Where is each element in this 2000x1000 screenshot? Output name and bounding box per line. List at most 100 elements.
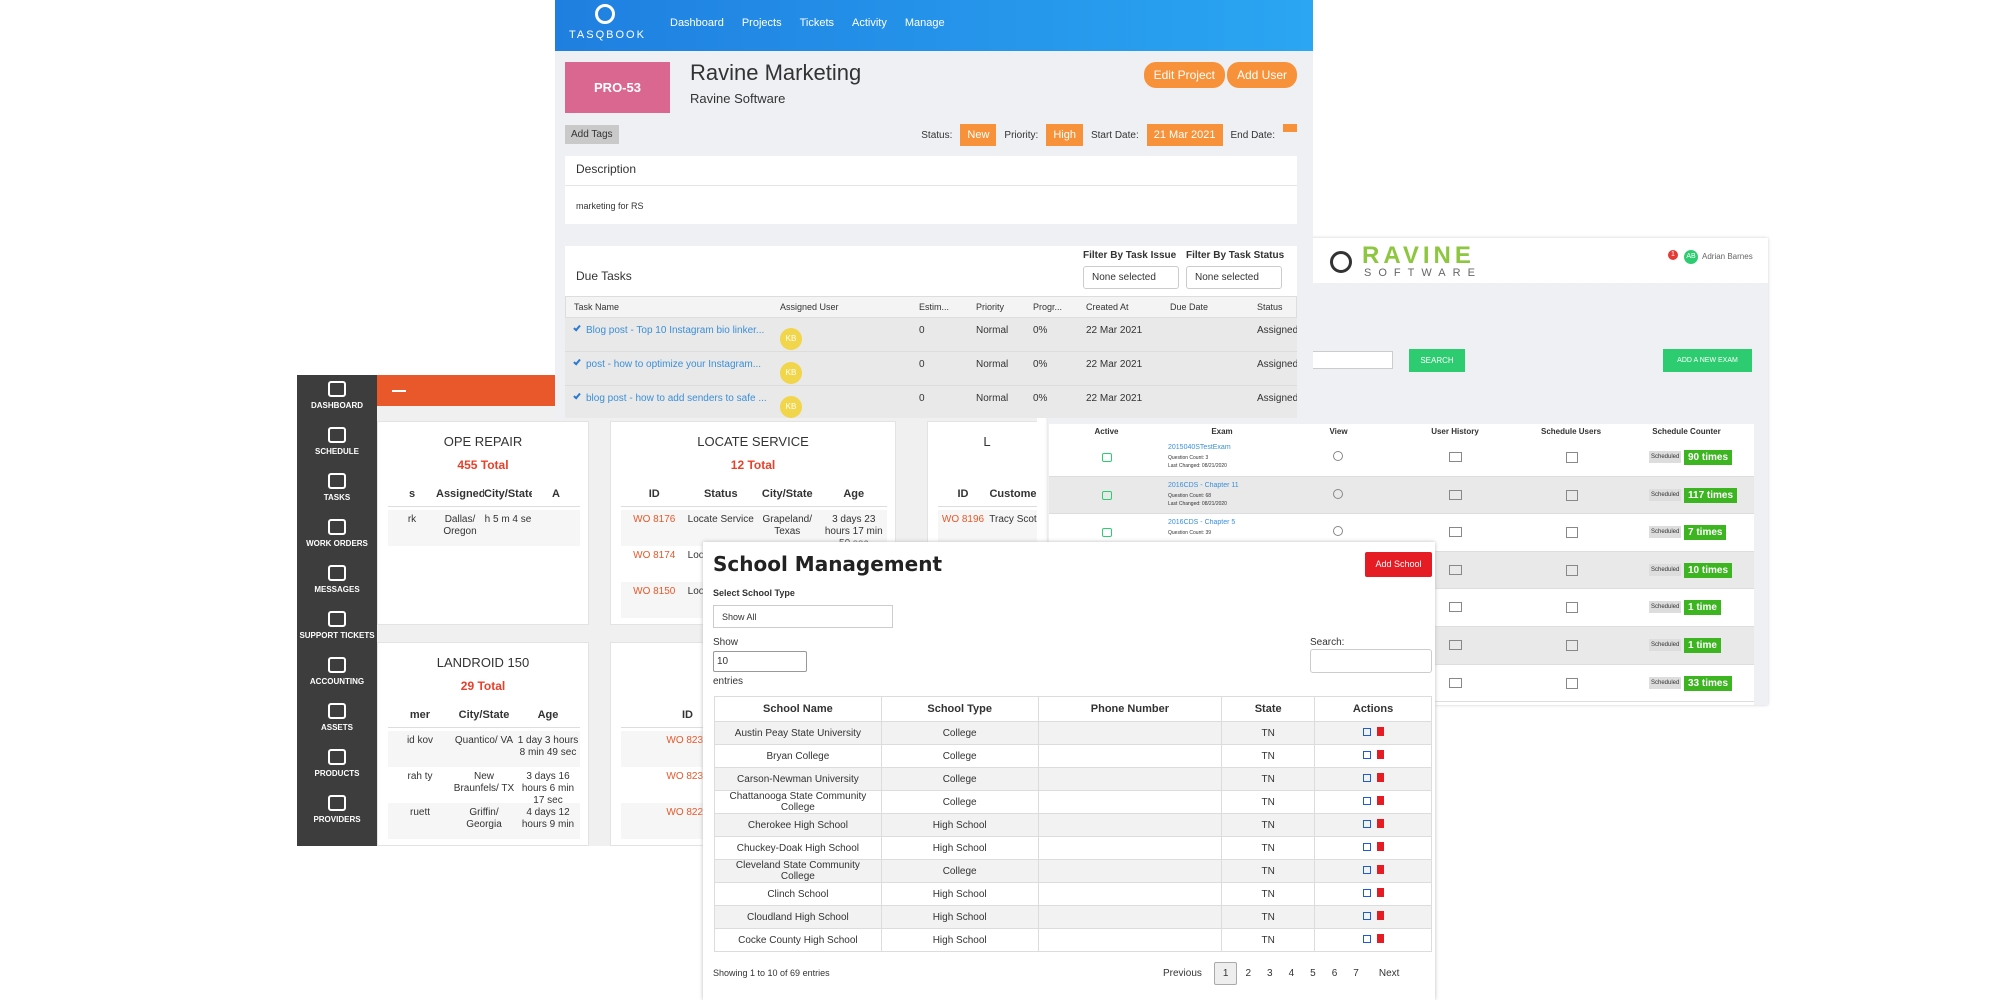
menu-item[interactable]: PROVIDERS <box>313 815 361 824</box>
delete-icon[interactable] <box>1376 842 1384 851</box>
delete-icon[interactable] <box>1376 796 1384 805</box>
title: School Management <box>713 552 943 576</box>
nav-item[interactable]: Dashboard <box>670 17 724 29</box>
edit-icon[interactable] <box>1362 889 1371 897</box>
calendar-icon <box>1566 527 1578 539</box>
cell: Normal <box>976 325 1009 336</box>
row: Austin Peay State University College TN <box>714 721 1432 745</box>
menu-item[interactable]: MESSAGES <box>314 585 360 594</box>
history-icon <box>1449 527 1462 538</box>
header-line <box>388 506 580 507</box>
scheduled-label: Scheduled <box>1649 526 1682 539</box>
menu-item[interactable]: TASKS <box>323 493 351 502</box>
cell: WO 8150 <box>633 586 676 597</box>
column-header[interactable]: Phone Number <box>1037 696 1223 722</box>
add-exam-button[interactable]: ADD A NEW EXAM <box>1663 349 1752 372</box>
school-type: High School <box>880 813 1039 837</box>
task-link[interactable]: post - how to optimize your Instagram... <box>586 359 762 370</box>
nav-item[interactable]: Activity <box>852 17 887 29</box>
exam-name[interactable]: 2016CDS - Chapter 5 <box>1168 519 1236 527</box>
edit-icon[interactable] <box>1362 912 1371 920</box>
edit-icon[interactable] <box>1362 866 1371 874</box>
column-header[interactable]: State <box>1221 696 1316 722</box>
page-link[interactable]: 1 <box>1213 962 1238 985</box>
cell: 4 days 12 hours 9 min <box>521 807 575 830</box>
edit-icon[interactable] <box>1362 728 1371 736</box>
card: LANDROID 150 29 Total mer City/State Age id k… <box>377 642 589 846</box>
cell: Locate Service <box>687 514 754 525</box>
cell: 3 days 16 hours 6 min 17 sec <box>521 771 575 806</box>
calendar-icon <box>1566 677 1578 689</box>
cell: Griffin/ Georgia <box>466 807 502 830</box>
column-header[interactable]: Actions <box>1314 696 1432 722</box>
column-header[interactable]: School Type <box>880 696 1039 722</box>
exam-name[interactable]: 2016CDS - Chapter 11 <box>1168 481 1239 489</box>
menu-item[interactable]: DASHBOARD <box>311 401 363 410</box>
search-input[interactable] <box>1310 649 1432 673</box>
edit-icon[interactable] <box>1362 751 1371 759</box>
page-link[interactable]: 6 <box>1331 968 1338 979</box>
button[interactable]: Edit Project <box>1143 62 1225 88</box>
meta-value: 21 Mar 2021 <box>1146 124 1223 146</box>
menu-icon <box>328 519 346 535</box>
edit-icon[interactable] <box>1362 797 1371 805</box>
actions <box>1314 859 1432 883</box>
page-link[interactable]: Previous <box>1163 968 1202 979</box>
user-name[interactable]: Adrian Barnes <box>1702 252 1753 261</box>
edit-icon[interactable] <box>1362 935 1371 943</box>
button[interactable]: Add User <box>1226 62 1297 88</box>
column-header: Age <box>843 488 865 500</box>
column-header: Created At <box>1086 302 1129 312</box>
nav-item[interactable]: Tickets <box>799 17 835 29</box>
menu-item[interactable]: ACCOUNTING <box>309 677 365 686</box>
menu-item[interactable]: SUPPORT TICKETS <box>299 631 375 640</box>
task-link[interactable]: Blog post - Top 10 Instagram bio linker.… <box>586 325 765 336</box>
column-header[interactable]: School Name <box>714 696 882 722</box>
page-link[interactable]: 5 <box>1310 968 1316 979</box>
delete-icon[interactable] <box>1376 773 1384 782</box>
select <box>1312 351 1393 369</box>
menu-item[interactable]: SCHEDULE <box>314 447 359 456</box>
filter-select[interactable]: None selected <box>1186 266 1282 289</box>
delete-icon[interactable] <box>1376 888 1384 897</box>
nav-item[interactable]: Projects <box>741 17 782 29</box>
delete-icon[interactable] <box>1376 934 1384 943</box>
add-tags[interactable]: Add Tags <box>565 125 619 144</box>
page-link[interactable]: 4 <box>1288 968 1295 979</box>
calendar-icon <box>1566 564 1578 576</box>
edit-icon[interactable] <box>1362 843 1371 851</box>
exam-count: Question Count: 39 <box>1168 530 1212 537</box>
task-link[interactable]: blog post - how to add senders to safe .… <box>586 393 767 404</box>
delete-icon[interactable] <box>1376 911 1384 920</box>
page-link[interactable]: 2 <box>1245 968 1252 979</box>
page-link[interactable]: 3 <box>1267 968 1273 979</box>
delete-icon[interactable] <box>1376 819 1384 828</box>
delete-icon[interactable] <box>1376 750 1384 759</box>
entries-label: entries <box>713 676 744 687</box>
column-header: Active <box>1094 427 1119 436</box>
search-button[interactable]: SEARCH <box>1409 349 1465 372</box>
menu-item[interactable]: ASSETS <box>320 723 353 732</box>
page-link[interactable]: 7 <box>1353 968 1359 979</box>
page-link[interactable]: Next <box>1378 968 1400 979</box>
exam-name[interactable]: 2015040STestExam <box>1168 444 1231 451</box>
menu-icon <box>328 473 346 489</box>
filter-select[interactable]: None selected <box>1083 266 1179 289</box>
add-button[interactable]: Add School <box>1365 552 1432 577</box>
state: TN <box>1221 767 1316 791</box>
nav-item[interactable]: Manage <box>904 17 945 29</box>
edit-icon[interactable] <box>1362 820 1371 828</box>
type-select[interactable]: Show All <box>713 605 893 628</box>
edit-icon[interactable] <box>1362 774 1371 782</box>
delete-icon[interactable] <box>1376 865 1384 874</box>
column-header: Priority <box>976 302 1005 312</box>
card-title: OPE REPAIR <box>443 434 523 449</box>
menu-item[interactable]: PRODUCTS <box>314 769 360 778</box>
exam-changed: Last Changed: 08/21/2020 <box>1168 463 1227 469</box>
cell: 22 Mar 2021 <box>1086 393 1143 404</box>
delete-icon[interactable] <box>1376 727 1384 736</box>
entries-select[interactable]: 10 <box>713 651 807 672</box>
menu-item[interactable]: WORK ORDERS <box>306 539 368 548</box>
card-total: 12 Total <box>730 458 776 472</box>
menu-icon <box>328 427 346 443</box>
